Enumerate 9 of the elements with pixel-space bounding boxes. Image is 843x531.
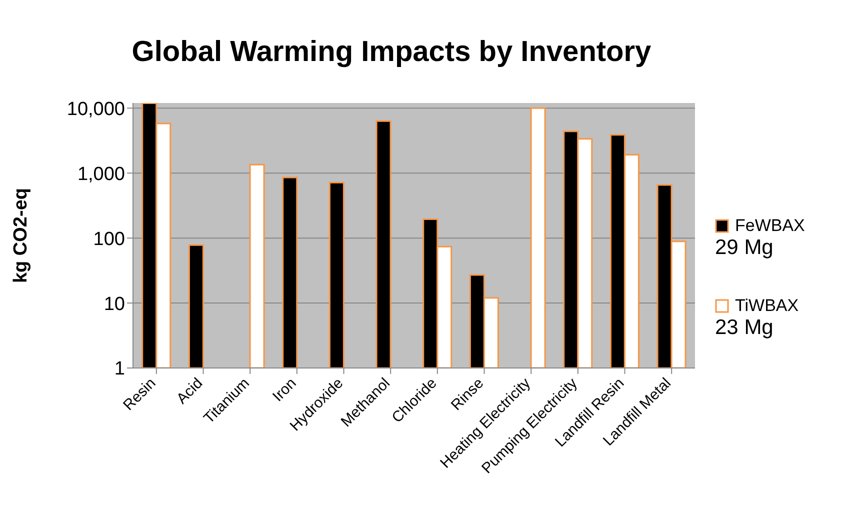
legend-label: TiWBAX 23 Mg — [715, 296, 800, 340]
y-axis-title: kg CO2-eq — [10, 188, 32, 284]
y-tick-label: 1 — [114, 358, 125, 380]
chart-title: Global Warming Impacts by Inventory — [130, 35, 652, 68]
y-tick-label: 10,000 — [66, 98, 125, 120]
y-tick-label: 10 — [104, 294, 125, 315]
y-tick-label: 100 — [93, 228, 125, 250]
y-tick-label: 1,000 — [77, 164, 125, 185]
legend-label: FeWBAX 29 Mg — [715, 216, 806, 260]
